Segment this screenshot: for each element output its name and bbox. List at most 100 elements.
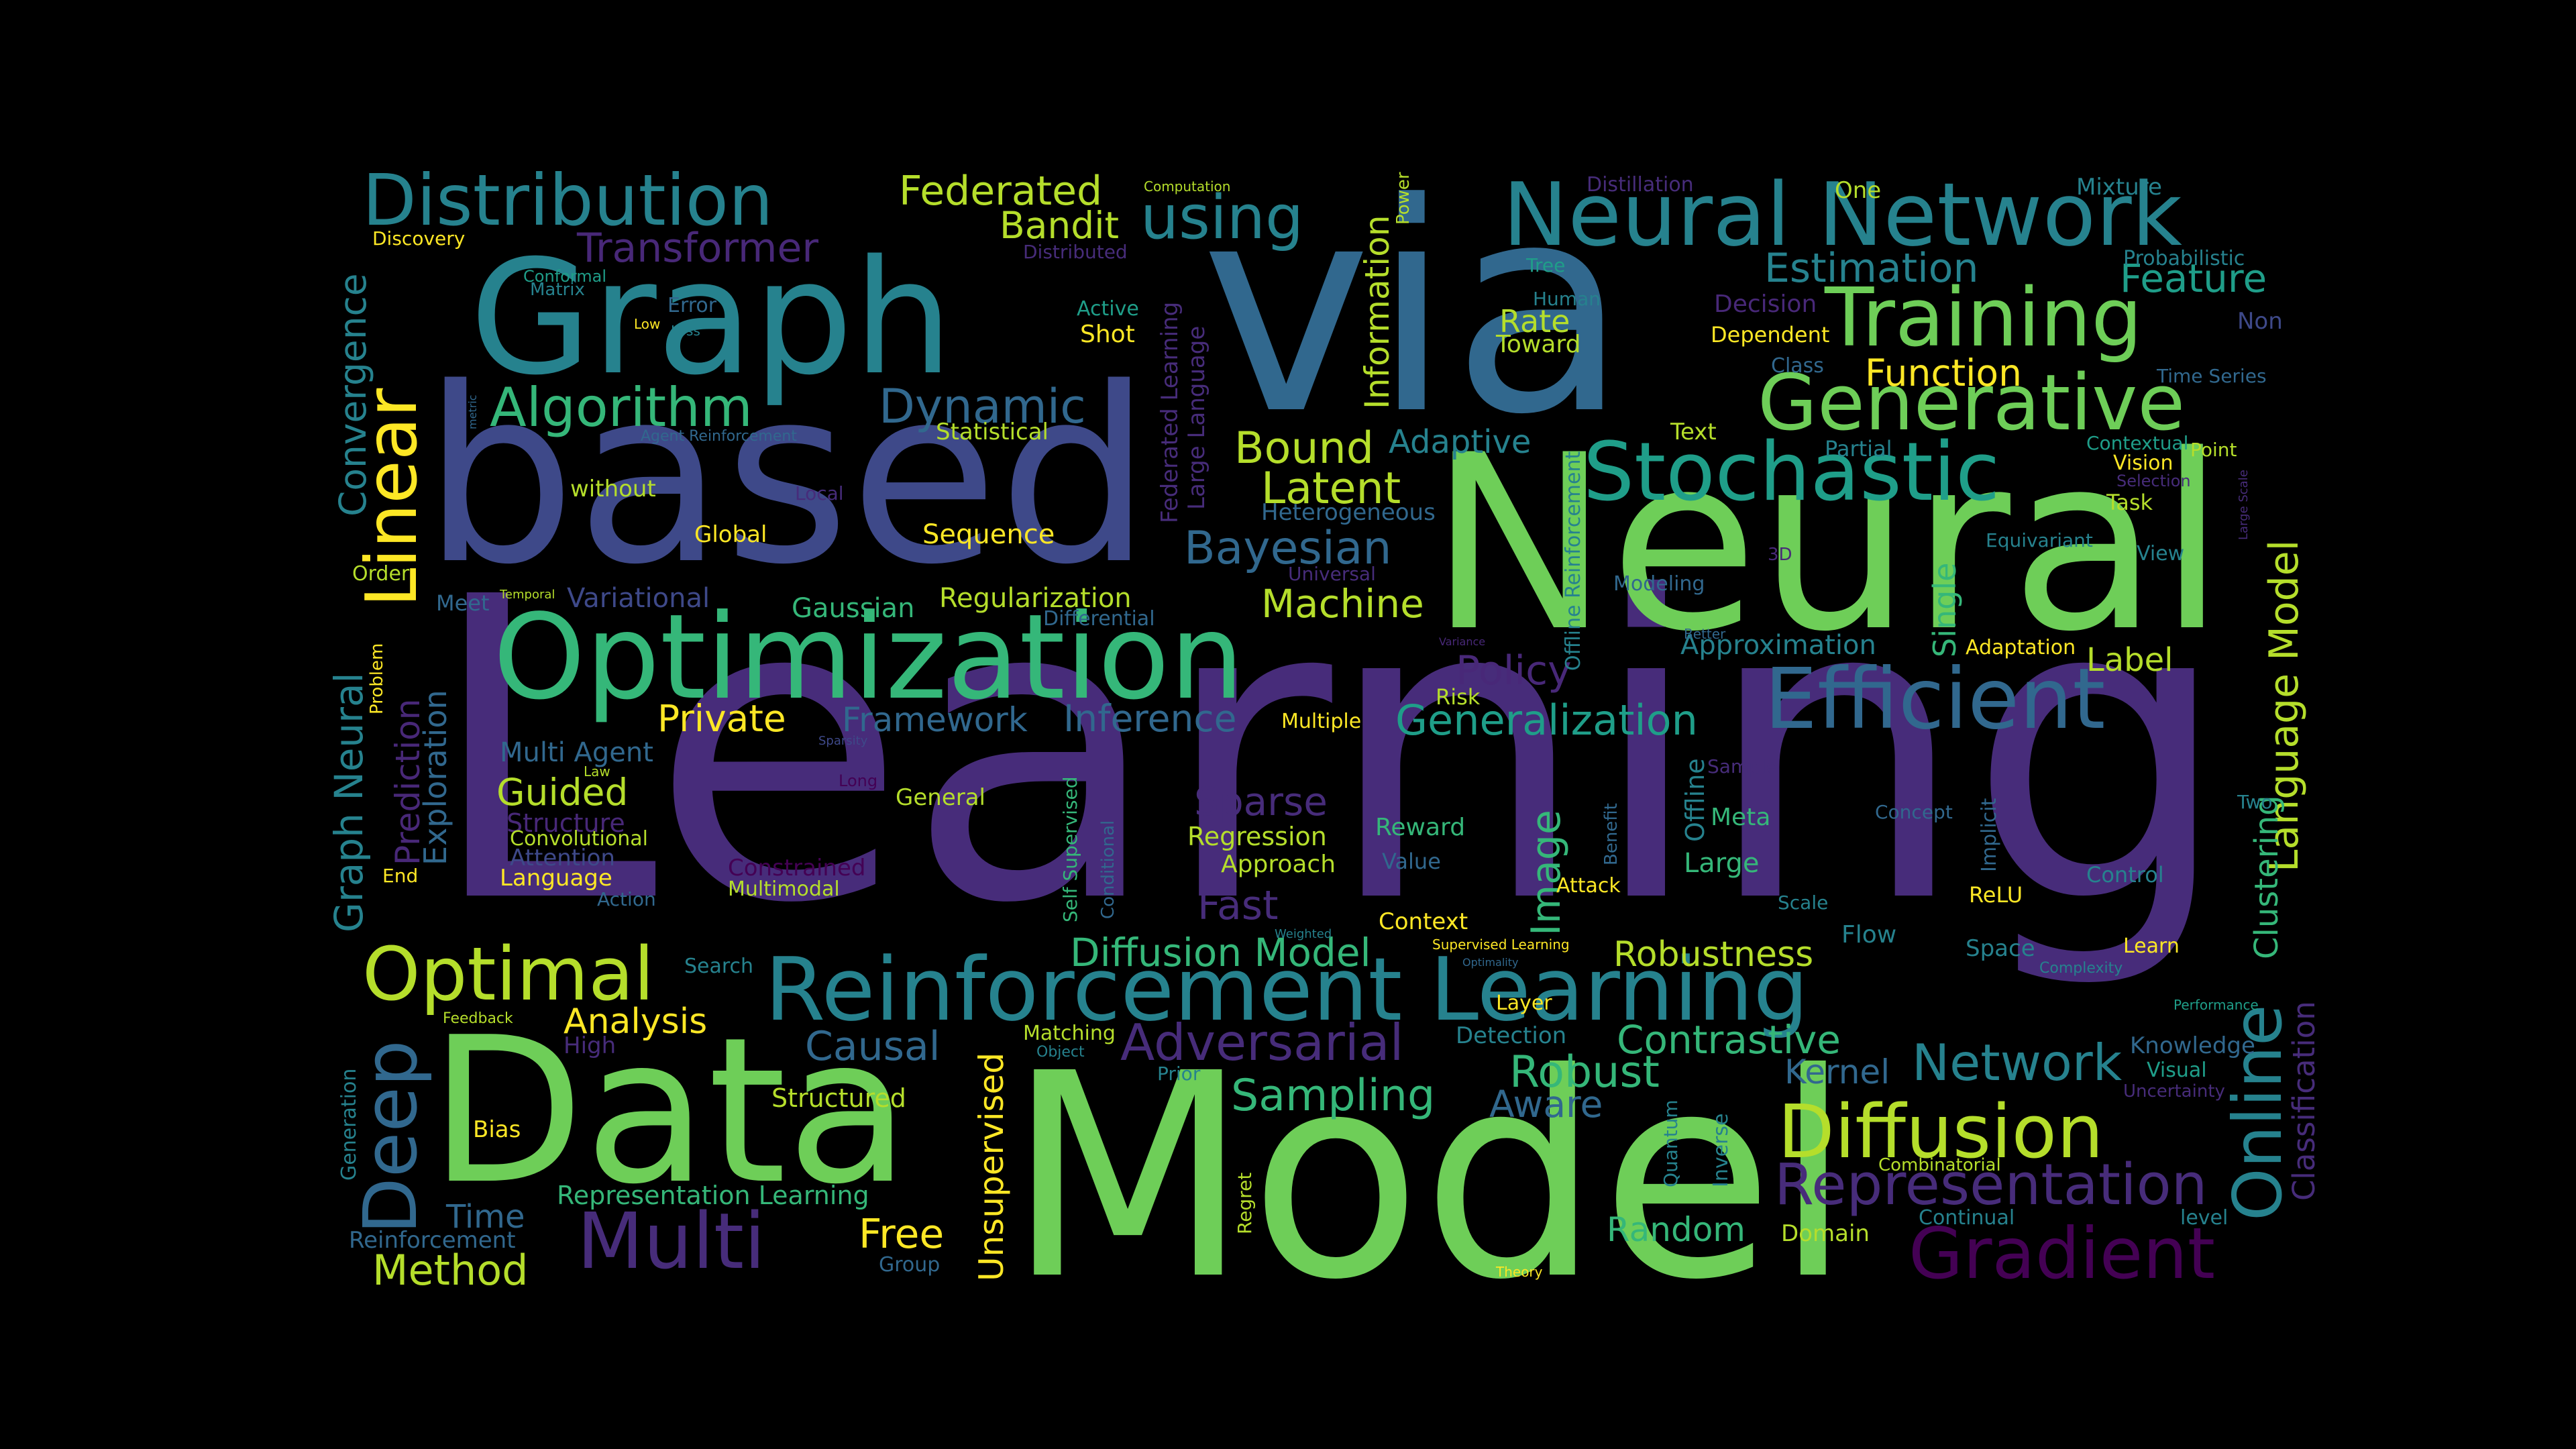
word-without: without xyxy=(570,476,656,502)
word-language: Language xyxy=(500,865,612,892)
word-online: Online xyxy=(2218,1004,2297,1221)
word-representation-learning: Representation Learning xyxy=(557,1181,869,1210)
word-conditional: Conditional xyxy=(1098,820,1118,919)
word-scale: Scale xyxy=(1778,892,1828,914)
word-bound: Bound xyxy=(1234,423,1374,474)
word-order: Order xyxy=(352,562,410,586)
word-differential: Differential xyxy=(1043,607,1155,631)
word-quantum: Quantum xyxy=(1660,1099,1682,1187)
word-feedback: Feedback xyxy=(443,1010,513,1027)
word-multimodal: Multimodal xyxy=(728,877,840,901)
word-learn: Learn xyxy=(2123,934,2180,958)
word-relu: ReLU xyxy=(1969,882,2023,908)
word-bias: Bias xyxy=(473,1116,521,1143)
word-local: Local xyxy=(795,482,844,504)
word-dynamic: Dynamic xyxy=(879,379,1086,434)
word-continual: Continual xyxy=(1919,1206,2015,1230)
word-analysis: Analysis xyxy=(564,1002,707,1042)
word-heterogeneous: Heterogeneous xyxy=(1261,499,1436,526)
word-meta: Meta xyxy=(1711,804,1770,831)
word-transformer: Transformer xyxy=(576,225,818,272)
word-stochastic: Stochastic xyxy=(1583,426,2000,519)
word-distribution: Distribution xyxy=(362,160,773,241)
word-label: Label xyxy=(2086,641,2174,679)
word-risk: Risk xyxy=(1436,684,1481,710)
word-task: Task xyxy=(2106,490,2153,515)
word-probabilistic: Probabilistic xyxy=(2123,247,2245,270)
word-time: Time xyxy=(445,1198,525,1236)
word-adversarial: Adversarial xyxy=(1120,1013,1403,1072)
word-offline: Offline xyxy=(1680,758,1710,842)
word-gradient: Gradient xyxy=(1909,1213,2215,1295)
word-shot: Shot xyxy=(1080,321,1135,348)
word-function: Function xyxy=(1865,352,2022,394)
word-loss: Loss xyxy=(671,323,700,339)
word-regularization: Regularization xyxy=(939,583,1132,614)
word-private: Private xyxy=(657,697,786,740)
word-end: End xyxy=(382,865,418,887)
word-law: Law xyxy=(584,763,610,780)
word-neural-network: Neural Network xyxy=(1503,164,2182,266)
word-concept: Concept xyxy=(1875,801,1953,823)
word-supervised-learning: Supervised Learning xyxy=(1432,936,1570,953)
word-partial: Partial xyxy=(1825,436,1892,462)
word-large-language: Large Language xyxy=(1183,326,1210,510)
word-information: Information xyxy=(1358,215,1397,409)
word-algorithm: Algorithm xyxy=(490,376,753,439)
word-adaptation: Adaptation xyxy=(1966,636,2076,659)
word-metric: metric xyxy=(466,394,479,429)
word-level: level xyxy=(2180,1206,2228,1230)
word-detection: Detection xyxy=(1456,1022,1566,1049)
word-constrained: Constrained xyxy=(728,855,865,881)
word-statistical: Statistical xyxy=(936,419,1049,445)
word-sample: Sample xyxy=(1707,755,1778,777)
word-via: via xyxy=(1201,142,1628,478)
word-large-scale: Large Scale xyxy=(2237,470,2251,540)
word-estimation: Estimation xyxy=(1764,245,1979,292)
word-optimization: Optimization xyxy=(493,590,1244,726)
word-global: Global xyxy=(694,521,767,548)
word-theory: Theory xyxy=(1495,1264,1543,1280)
word-combinatorial: Combinatorial xyxy=(1878,1155,2001,1175)
word-uncertainty: Uncertainty xyxy=(2123,1081,2225,1102)
word-sparsity: Sparsity xyxy=(818,734,868,748)
word-discovery: Discovery xyxy=(372,227,465,250)
word-data: Data xyxy=(429,994,910,1228)
word-non: Non xyxy=(2237,308,2283,335)
word-equivariant: Equivariant xyxy=(1986,529,2093,551)
word-problem: Problem xyxy=(367,643,387,714)
word-distillation: Distillation xyxy=(1587,173,1694,197)
word-graph: Graph xyxy=(470,227,953,410)
word-graph-neural: Graph Neural xyxy=(326,672,372,932)
word-training: Training xyxy=(1824,272,2143,365)
word-control: Control xyxy=(2086,862,2164,888)
word-model: Model xyxy=(1006,1014,1852,1342)
word-image: Image xyxy=(1523,810,1570,936)
word-multiple: Multiple xyxy=(1281,710,1361,733)
word-knowledge: Knowledge xyxy=(2130,1032,2255,1059)
word-tree: Tree xyxy=(1525,254,1565,276)
word-fast: Fast xyxy=(1197,882,1279,929)
word-kernel: Kernel xyxy=(1784,1053,1890,1091)
word-robustness: Robustness xyxy=(1613,934,1813,975)
word-framework: Framework xyxy=(842,700,1028,739)
word-context: Context xyxy=(1379,908,1468,935)
word-complexity: Complexity xyxy=(2039,960,2123,977)
word-decision: Decision xyxy=(1714,290,1817,318)
word-prior: Prior xyxy=(1157,1063,1201,1085)
word-adaptive: Adaptive xyxy=(1389,423,1531,461)
word-time-series: Time Series xyxy=(2156,365,2267,387)
word-class: Class xyxy=(1771,354,1824,378)
word-sampling: Sampling xyxy=(1231,1071,1435,1121)
word-multi-agent: Multi Agent xyxy=(500,737,653,768)
word-attack: Attack xyxy=(1556,874,1621,898)
word-visual: Visual xyxy=(2147,1059,2207,1082)
word-optimal: Optimal xyxy=(362,931,654,1017)
word-search: Search xyxy=(684,955,753,978)
word-reward: Reward xyxy=(1375,814,1465,841)
word-meet: Meet xyxy=(436,590,490,616)
word-generation: Generation xyxy=(337,1069,361,1181)
word-contrastive: Contrastive xyxy=(1617,1017,1841,1063)
word-efficient: Efficient xyxy=(1764,651,2105,748)
word-multi: Multi xyxy=(577,1197,765,1287)
